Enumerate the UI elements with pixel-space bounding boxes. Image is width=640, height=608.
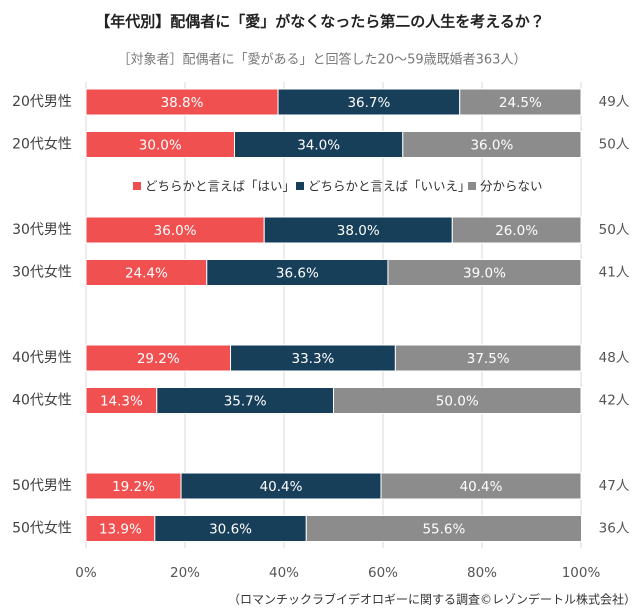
bar-segment (263, 216, 453, 244)
bar-segment (85, 344, 232, 372)
count-label: 49人 (599, 94, 630, 110)
value-label: 55.6% (422, 522, 465, 538)
count-label: 47人 (599, 478, 630, 494)
x-tick-label: 60% (368, 565, 398, 581)
legend-swatch (133, 182, 141, 190)
y-tick-label: 30代女性 (12, 265, 72, 281)
bar-segment (154, 515, 307, 542)
bar-segment (85, 88, 279, 116)
bar-segment (206, 259, 389, 286)
value-label: 35.7% (224, 394, 267, 410)
y-tick-label: 50代女性 (12, 521, 72, 537)
count-label: 41人 (599, 265, 630, 281)
value-label: 26.0% (495, 223, 538, 239)
legend-label: どちらかと言えば「いいえ」 (308, 179, 471, 194)
bar-segment (387, 259, 582, 286)
value-label: 40.4% (460, 479, 503, 495)
value-label: 30.6% (209, 522, 252, 538)
value-label: 30.0% (139, 138, 182, 154)
value-label: 34.0% (297, 138, 340, 154)
bar-segment (402, 131, 582, 158)
y-tick-label: 20代男性 (12, 94, 72, 110)
legend-label: 分からない (480, 179, 543, 194)
x-tick-label: 80% (467, 565, 497, 581)
value-label: 33.3% (292, 351, 335, 367)
legend-swatch (468, 182, 476, 190)
x-tick-label: 20% (170, 565, 200, 581)
bar-segment (85, 259, 208, 286)
x-tick-label: 0% (75, 565, 97, 581)
value-label: 24.5% (499, 95, 542, 111)
bar-segment (85, 216, 265, 244)
count-label: 42人 (599, 393, 630, 409)
value-label: 40.4% (260, 479, 303, 495)
chart-subtitle: ［対象者］配偶者に「愛がある」と回答した20～59歳既婚者363人） (118, 52, 527, 68)
bar-segment (85, 131, 235, 158)
bar-segment (380, 472, 582, 500)
value-label: 19.2% (112, 479, 155, 495)
bar-segment (451, 216, 582, 244)
bar-segment (333, 387, 582, 414)
value-label: 13.9% (99, 522, 142, 538)
legend-swatch (296, 182, 304, 190)
x-tick-label: 100% (562, 565, 601, 581)
bar-segment (230, 344, 396, 372)
bar-segment (394, 344, 582, 372)
y-tick-label: 50代男性 (12, 478, 72, 494)
value-label: 37.5% (467, 351, 510, 367)
value-label: 36.7% (347, 95, 390, 111)
count-label: 48人 (599, 350, 630, 366)
value-label: 24.4% (125, 266, 168, 282)
y-tick-label: 40代女性 (12, 393, 72, 409)
x-tick-label: 40% (269, 565, 299, 581)
count-label: 50人 (599, 137, 630, 153)
bar-segment (459, 88, 582, 116)
legend-label: どちらかと言えば「はい」 (145, 179, 295, 194)
bar-segment (305, 515, 582, 542)
y-tick-label: 40代男性 (12, 350, 72, 366)
value-label: 38.0% (337, 223, 380, 239)
value-label: 36.0% (470, 138, 513, 154)
count-label: 50人 (599, 222, 630, 238)
value-label: 36.6% (276, 266, 319, 282)
footnote: （ロマンチックラブイデオロギーに関する調査©レゾンデートル株式会社） (228, 592, 636, 607)
bar-segment (234, 131, 404, 158)
y-tick-label: 30代男性 (12, 222, 72, 238)
value-label: 50.0% (436, 394, 479, 410)
value-label: 36.0% (154, 223, 197, 239)
value-label: 39.0% (463, 266, 506, 282)
count-label: 36人 (599, 521, 630, 537)
bar-segment (156, 387, 334, 414)
y-tick-label: 20代女性 (12, 137, 72, 153)
chart-title: 【年代別】配偶者に「愛」がなくなったら第二の人生を考えるか？ (95, 13, 545, 31)
value-label: 29.2% (137, 351, 180, 367)
value-label: 38.8% (161, 95, 204, 111)
value-label: 14.3% (100, 394, 143, 410)
